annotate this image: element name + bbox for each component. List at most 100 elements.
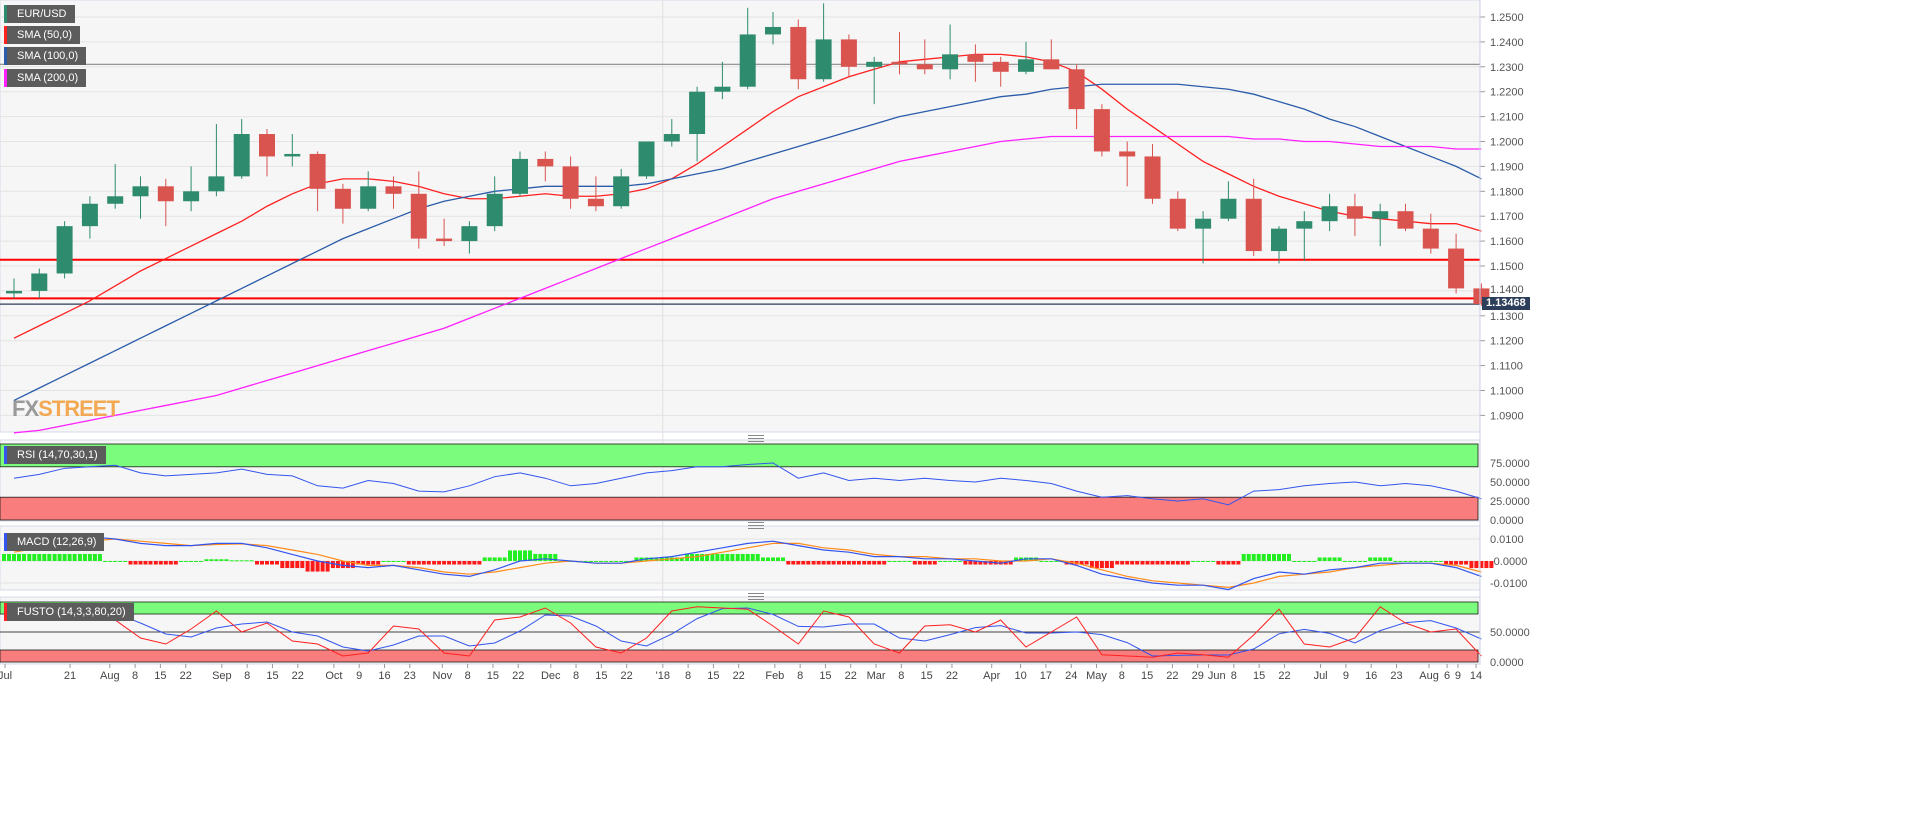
macd-histogram-bar [877,561,882,565]
candle-body [1448,248,1465,289]
macd-histogram-bar [356,561,361,565]
macd-histogram-bar [320,561,325,572]
stoch-axis-label: 0.0000 [1490,657,1524,669]
x-axis-label: 29 [1192,670,1204,682]
candle-body [866,61,883,67]
macd-histogram-bar [426,561,431,565]
macd-histogram-bar [518,550,522,561]
macd-histogram-bar [1418,561,1423,562]
x-axis-label: 23 [404,670,416,682]
macd-histogram-bar [310,561,315,572]
macd-histogram-bar [442,561,447,565]
candle-body [1144,156,1161,199]
legend-sma200[interactable]: SMA (200,0) [4,69,87,87]
legend-symbol[interactable]: EUR/USD [4,5,75,23]
macd-histogram-bar [927,561,932,565]
macd-histogram-bar [32,553,37,561]
macd-histogram-bar [1231,561,1236,565]
macd-histogram-bar [477,561,482,565]
macd-histogram-bar [862,561,867,565]
macd-histogram-bar [538,553,543,561]
macd-histogram-bar [300,561,305,569]
rsi-axis-label: 50.0000 [1490,477,1530,489]
macd-histogram-bar [67,553,72,561]
macd-histogram-bar [897,561,902,562]
macd-histogram-bar [1211,561,1216,562]
macd-histogram-bar [371,561,376,565]
macd-histogram-bar [1362,561,1367,562]
candle-body [942,54,959,70]
macd-histogram-bar [1352,561,1357,562]
macd-histogram-bar [184,561,189,562]
x-axis-label: 22 [512,670,524,682]
legend-sma50[interactable]: SMA (50,0) [4,26,81,44]
stoch-axis-label: 50.0000 [1490,627,1530,639]
legend-sma100[interactable]: SMA (100,0) [4,47,87,65]
x-axis-label: 8 [1119,670,1125,682]
price-axis-label: 1.1100 [1490,361,1523,373]
macd-histogram-bar [194,561,199,562]
macd-histogram-bar [1373,557,1378,561]
macd-histogram-bar [462,561,467,565]
macd-histogram-bar [1459,561,1464,565]
macd-histogram-bar [720,553,725,561]
macd-histogram-bar [1413,561,1418,562]
macd-histogram-bar [1170,561,1175,565]
legend-fusto[interactable]: FUSTO (14,3,3,80,20) [4,603,134,621]
macd-histogram-bar [740,553,745,561]
resize-handle-icon[interactable] [748,522,764,529]
legend-rsi[interactable]: RSI (14,70,30,1) [4,446,106,464]
macd-histogram-bar [801,561,806,565]
macd-histogram-bar [1094,561,1099,569]
x-axis-label: 15 [266,670,278,682]
x-axis-label: 8 [1231,670,1237,682]
candle-body [233,134,250,177]
x-axis-label: Jul [0,670,12,682]
macd-histogram-bar [249,560,254,562]
macd-histogram-bar [1368,557,1373,561]
macd-histogram-bar [12,553,16,561]
macd-histogram-bar [265,561,269,565]
macd-histogram-bar [113,561,118,562]
x-axis-label: '18 [656,670,670,682]
macd-histogram-bar [7,553,11,561]
macd-histogram-bar [634,557,639,561]
macd-histogram-bar [851,561,856,565]
macd-histogram-bar [872,561,877,565]
macd-histogram-bar [831,561,836,565]
x-axis-label: 15 [487,670,499,682]
macd-histogram-bar [695,553,700,561]
x-axis-label: 9 [356,670,362,682]
macd-histogram-bar [867,561,872,565]
macd-histogram-bar [1014,557,1018,561]
x-axis-label: 17 [1040,670,1052,682]
x-axis-label: 22 [733,670,745,682]
macd-histogram-bar [133,561,138,565]
x-axis-label: 22 [1166,670,1178,682]
macd-histogram-bar [325,561,330,572]
macd-histogram-bar [1039,561,1044,562]
resize-handle-icon[interactable] [748,435,764,442]
macd-histogram-bar [1347,561,1352,562]
panel-2-background [0,525,1481,591]
resize-handle-icon[interactable] [748,593,764,600]
macd-histogram-bar [548,553,553,561]
macd-histogram-bar [1180,561,1185,565]
macd-histogram-bar [963,561,968,565]
macd-histogram-bar [1120,561,1125,565]
macd-histogram-bar [209,559,214,561]
x-axis-label: 22 [621,670,633,682]
macd-histogram-bar [37,553,42,561]
legend-macd[interactable]: MACD (12,26,9) [4,533,105,551]
macd-histogram-bar [457,561,462,565]
macd-histogram-bar [432,561,437,565]
macd-histogram-bar [47,553,52,561]
macd-histogram-bar [1337,557,1342,561]
macd-histogram-bar [1388,557,1393,561]
candle-body [562,166,579,199]
macd-histogram-bar [123,561,128,562]
candle-body [739,34,756,87]
macd-histogram-bar [902,561,907,562]
macd-histogram-bar [938,561,943,562]
sma-line-200 [13,135,1482,434]
